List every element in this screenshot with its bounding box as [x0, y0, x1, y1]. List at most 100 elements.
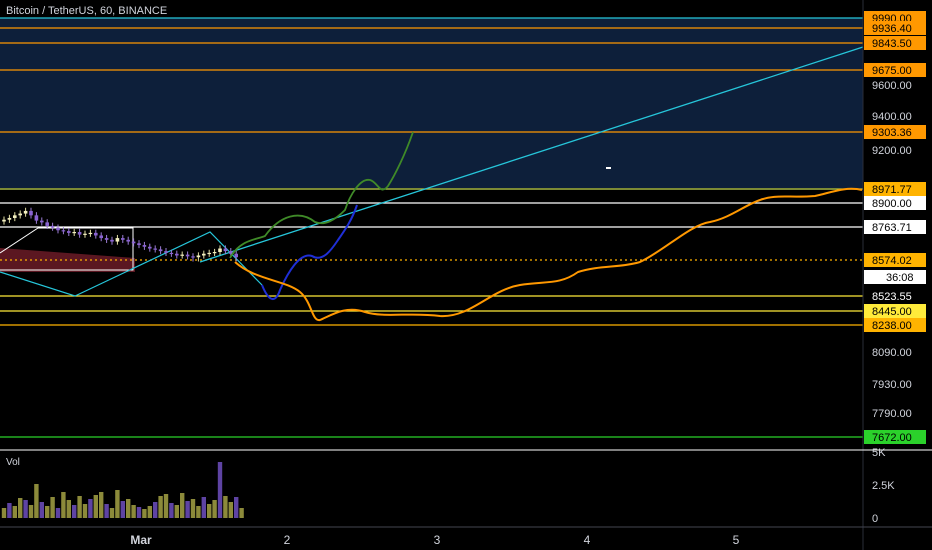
volume-bar — [169, 503, 174, 518]
candle-body — [196, 255, 201, 258]
price-tick-label: 8090.00 — [872, 347, 912, 359]
candle-body — [18, 213, 22, 216]
candle-body — [99, 235, 103, 239]
volume-bar — [217, 462, 223, 518]
volume-tick-label: 2.5K — [872, 480, 895, 492]
time-axis[interactable]: Mar 2 3 4 5 — [130, 533, 739, 547]
volume-bar — [18, 498, 23, 518]
price-level-labels: 9990.009936.409843.509675.009303.368971.… — [863, 11, 927, 444]
bearish-zone — [0, 248, 135, 272]
volume-bar — [239, 508, 244, 518]
candle-body — [88, 232, 93, 235]
volume-bar — [212, 500, 217, 518]
forecast-path-green — [229, 131, 414, 259]
price-tick-label: 9200.00 — [872, 145, 912, 157]
volume-bar — [115, 490, 120, 518]
forecast-path-orange — [234, 187, 863, 322]
candle-body — [175, 253, 179, 256]
volume-bar — [34, 484, 39, 518]
volume-bar — [23, 500, 28, 518]
volume-bar — [39, 502, 44, 518]
level-label-bg — [864, 253, 926, 267]
volume-bar — [153, 502, 158, 518]
horizontal-levels — [0, 17, 863, 438]
candle-body — [83, 233, 87, 235]
volume-bar — [7, 503, 12, 518]
volume-bar — [136, 507, 142, 518]
level-label: 8523.55 — [872, 291, 912, 303]
time-tick-label: 5 — [733, 533, 740, 547]
level-label: 9675.00 — [872, 65, 912, 77]
level-label-bg — [864, 304, 926, 318]
level-label: 9936.40 — [872, 23, 912, 35]
volume-bar — [99, 492, 104, 518]
volume-bar — [163, 494, 169, 518]
level-label: 8971.77 — [872, 184, 912, 196]
candle-body — [72, 231, 76, 234]
candle-body — [148, 246, 152, 249]
level-label-bg — [864, 196, 926, 210]
volume-bar — [88, 499, 93, 518]
candle-body — [7, 217, 12, 220]
level-label: 8238.00 — [872, 320, 912, 332]
candle-body — [104, 238, 109, 240]
candle-body — [13, 215, 17, 218]
candle-body — [34, 215, 39, 221]
candle-body — [110, 239, 114, 242]
price-tick-label: 9400.00 — [872, 111, 912, 123]
price-tick-label: 7790.00 — [872, 408, 912, 420]
trendline-rising — [199, 46, 864, 263]
forecast-path-blue — [261, 204, 358, 300]
candle-body — [158, 249, 163, 252]
volume-tick-label: 0 — [872, 513, 878, 525]
candle-body — [77, 231, 82, 235]
candle-body — [40, 220, 44, 223]
price-tick-label: 7930.00 — [872, 379, 912, 391]
candle-body — [223, 248, 228, 252]
volume-bar — [45, 506, 50, 518]
level-label-bg — [864, 63, 926, 77]
candle-body — [218, 248, 222, 253]
volume-bar — [190, 499, 196, 518]
volume-bar — [201, 497, 206, 518]
candlestick-series — [2, 207, 238, 262]
volume-bar — [234, 497, 239, 518]
volume-bar — [82, 504, 88, 518]
volume-bar — [228, 502, 233, 518]
level-label-bg — [864, 318, 926, 332]
candle-body — [126, 239, 130, 242]
level-label: 9303.36 — [872, 127, 912, 139]
volume-bar — [77, 496, 82, 518]
candle-body — [164, 251, 168, 253]
level-label-bg — [864, 430, 926, 444]
candle-body — [191, 256, 195, 258]
volume-bar — [72, 505, 77, 518]
time-tick-label: 3 — [434, 533, 441, 547]
volume-title: Vol — [6, 457, 20, 468]
level-label-bg — [864, 182, 926, 196]
candle-body — [67, 231, 71, 233]
candle-body — [23, 210, 28, 214]
level-label: 7672.00 — [872, 432, 912, 444]
volume-bar — [120, 501, 125, 518]
candle-body — [50, 225, 55, 228]
candle-body — [94, 232, 98, 236]
volume-bar — [104, 504, 109, 518]
volume-bar — [28, 505, 34, 518]
volume-bar — [196, 506, 201, 518]
volume-axis: 5K 2.5K 0 — [872, 447, 895, 525]
volume-bar — [126, 499, 131, 518]
volume-bar — [223, 496, 228, 518]
volume-bars — [1, 462, 244, 518]
candle-body — [180, 254, 184, 256]
candle-body — [185, 254, 190, 257]
time-tick-label: 2 — [284, 533, 291, 547]
volume-bar — [109, 508, 115, 518]
volume-bar — [180, 493, 185, 518]
candle-body — [153, 248, 157, 250]
level-label: 8445.00 — [872, 306, 912, 318]
volume-bar — [207, 504, 212, 518]
candle-body — [115, 238, 120, 242]
volume-bar — [93, 495, 98, 518]
